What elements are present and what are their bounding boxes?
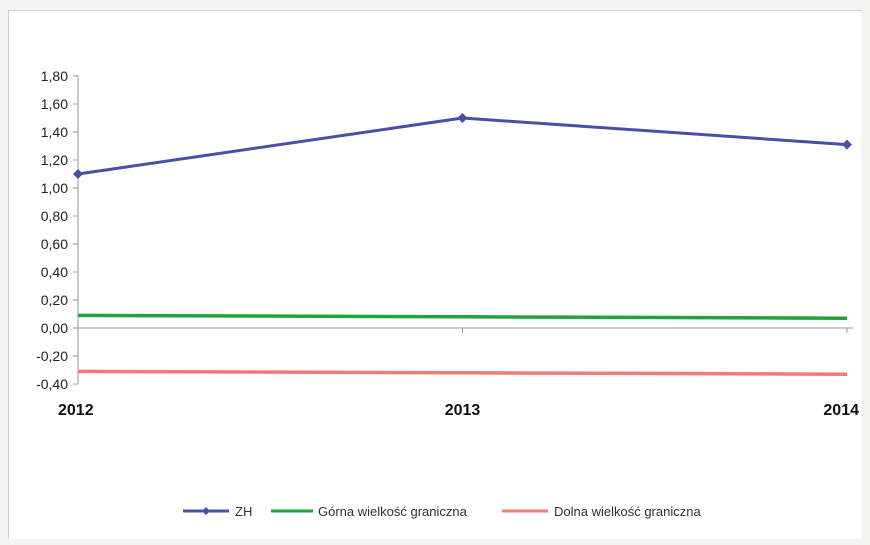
- y-tick-label: 0,00: [41, 320, 68, 336]
- data-point-marker: [457, 113, 468, 123]
- y-axis: 1,80 1,60 1,40 1,20 1,00 0,80 0,60 0,40 0,20 0,00…: [36, 68, 79, 392]
- y-tick-label: 1,00: [41, 180, 68, 196]
- x-tick-label: 2012: [58, 402, 94, 419]
- legend: ZH Górna wielkość graniczna Dolna wielkość…: [183, 504, 701, 519]
- line-chart: 1,80 1,60 1,40 1,20 1,00 0,80 0,60 0,40 0,20 0,00…: [36, 68, 859, 519]
- data-point-marker: [73, 169, 83, 179]
- series-group: [73, 113, 852, 376]
- series-line: [77, 116, 848, 176]
- series-line: [77, 313, 848, 320]
- data-point-marker: [842, 139, 852, 150]
- legend-marker: [202, 507, 210, 515]
- series-line: [77, 369, 848, 376]
- series-3: [77, 369, 848, 376]
- y-tick-label: 1,60: [41, 96, 68, 112]
- y-tick-label: 0,40: [41, 264, 68, 280]
- y-tick-label: 1,40: [41, 124, 68, 140]
- legend-label: ZH: [235, 504, 252, 519]
- y-tick-label: -0,40: [36, 376, 68, 392]
- chart-frame: 1,80 1,60 1,40 1,20 1,00 0,80 0,60 0,40 0,20 0,00…: [8, 10, 861, 539]
- x-tick-label: 2014: [823, 402, 859, 419]
- legend-label: Dolna wielkość graniczna: [554, 504, 701, 519]
- y-tick-label: 1,80: [41, 68, 68, 84]
- series-2: [77, 313, 848, 320]
- legend-item: ZH: [183, 504, 252, 519]
- legend-item: Górna wielkość graniczna: [271, 504, 468, 519]
- y-tick-label: -0,20: [36, 348, 68, 364]
- series-1: [73, 113, 852, 179]
- y-tick-label: 0,60: [41, 236, 68, 252]
- legend-item: Dolna wielkość graniczna: [502, 504, 701, 519]
- x-axis: 2012 2013 2014: [58, 327, 859, 419]
- y-tick-label: 0,20: [41, 292, 68, 308]
- y-tick-label: 0,80: [41, 208, 68, 224]
- legend-label: Górna wielkość graniczna: [318, 504, 468, 519]
- x-tick-label: 2013: [445, 402, 481, 419]
- y-tick-label: 1,20: [41, 152, 68, 168]
